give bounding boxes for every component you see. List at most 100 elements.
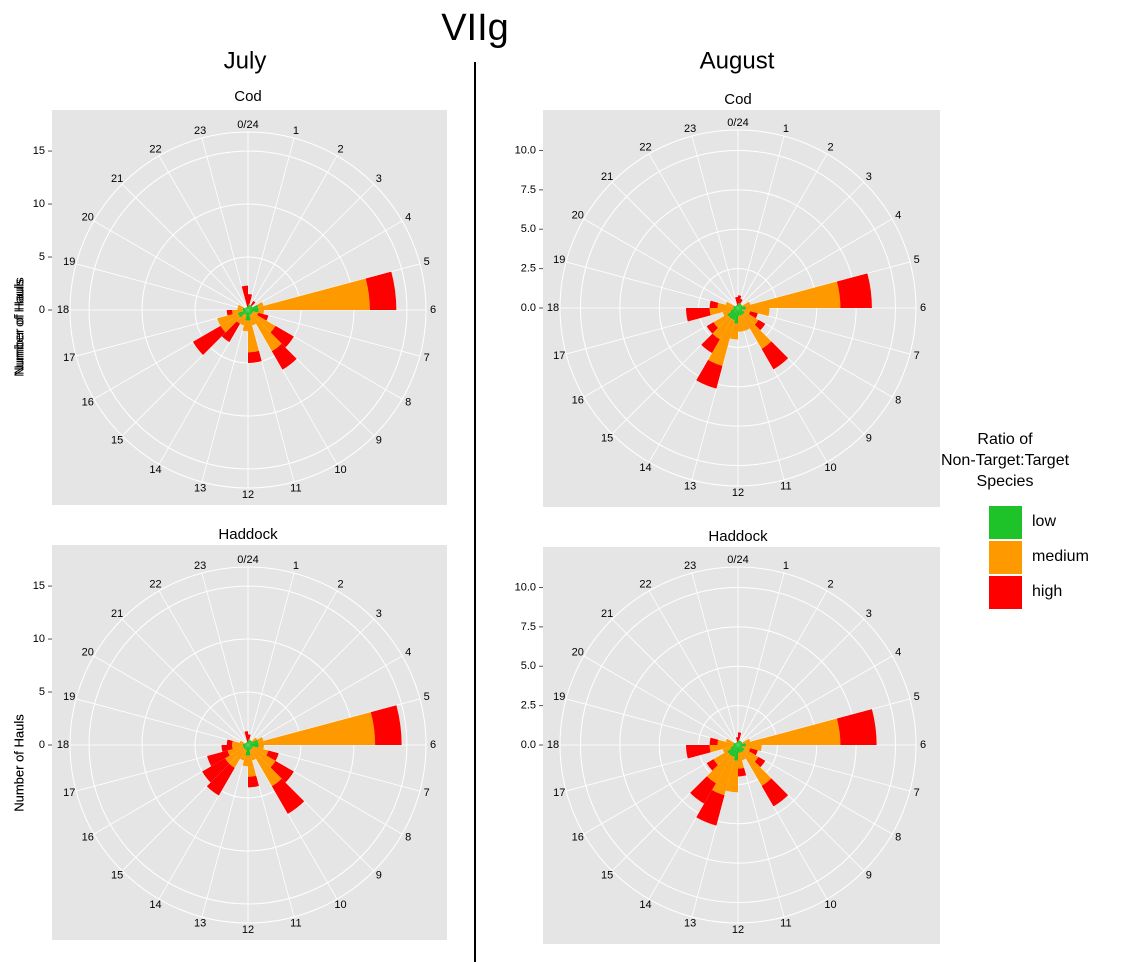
bar-segment (248, 745, 259, 748)
bar-segment (251, 312, 276, 333)
hour-label: 6 (430, 739, 436, 751)
bar-segment (738, 308, 742, 316)
bar-segment (745, 745, 762, 752)
bar-segment (729, 308, 738, 319)
hour-label: 14 (639, 899, 651, 911)
bar-segment (237, 310, 248, 316)
bar-segment (270, 325, 294, 348)
bar-segment (706, 759, 718, 771)
hour-label: 16 (572, 394, 584, 406)
hour-label: 10 (334, 464, 346, 476)
bar-segment (245, 310, 248, 321)
y-tick-label: 10.0 (515, 144, 536, 156)
y-tick-label: 15 (33, 580, 45, 592)
hour-label: 3 (866, 171, 872, 183)
hour-label: 19 (63, 256, 75, 268)
hour-label: 8 (405, 396, 411, 408)
hour-label: 18 (57, 304, 69, 316)
bar-segment (248, 745, 251, 751)
bar-segment (743, 311, 759, 325)
hour-label: 22 (639, 579, 651, 591)
hour-label: 14 (639, 462, 651, 474)
bar-segment (248, 755, 257, 777)
bar-segment (708, 318, 735, 366)
bar-segment (738, 304, 743, 308)
spoke (691, 572, 739, 746)
y-tick-label: 5 (39, 251, 45, 263)
bar-segment (713, 751, 730, 766)
bar-segment (226, 310, 233, 316)
hour-label: 11 (290, 918, 301, 930)
y-axis-title: Number of Hauls (11, 279, 26, 377)
bar-segment (730, 745, 738, 749)
bar-segment: low (248, 304, 250, 310)
hour-label: 8 (405, 831, 411, 843)
hour-label: 1 (293, 560, 299, 572)
spoke (737, 572, 785, 746)
bar-segment (730, 308, 738, 312)
spoke (737, 307, 785, 481)
bar-segment (738, 740, 742, 745)
spoke (737, 618, 865, 746)
bar-segment (202, 758, 230, 783)
bar-segment (738, 745, 743, 748)
bar-segment (738, 742, 743, 745)
bar-segment (735, 305, 738, 308)
hour-label: 8 (895, 394, 901, 406)
bar-segment (712, 316, 732, 340)
bar-segment (738, 303, 741, 308)
bar-segment (192, 325, 226, 355)
outer-circle (69, 566, 427, 924)
bar-segment (733, 745, 738, 747)
spoke (93, 220, 249, 311)
bar-segment (245, 742, 248, 745)
bar-segment (248, 350, 262, 363)
hour-label: 18 (547, 739, 559, 751)
spoke (565, 261, 739, 309)
bar-segment (742, 309, 751, 315)
spoke (737, 181, 865, 309)
bar-segment (733, 305, 738, 308)
bar-segment (733, 308, 738, 324)
bar-segment (242, 310, 248, 312)
hour-label: 0/24 (727, 554, 748, 566)
bar-segment (250, 748, 282, 787)
bar-segment (250, 313, 282, 352)
hour-label: 21 (601, 608, 613, 620)
spoke (247, 655, 403, 746)
bar-segment (242, 320, 248, 332)
spoke (247, 155, 338, 311)
bar-segment (725, 301, 734, 307)
bar-segment (713, 314, 730, 329)
spoke (611, 618, 739, 746)
bar-segment (709, 300, 719, 308)
bar-segment (248, 739, 259, 745)
spoke (247, 220, 403, 311)
hour-label: 4 (405, 646, 411, 658)
hour-label: 17 (553, 787, 565, 799)
hour-label: 12 (732, 924, 744, 936)
hour-label: 23 (684, 560, 696, 572)
bar-segment (248, 742, 259, 745)
hour-label: 5 (424, 691, 430, 703)
y-tick-label: 7.5 (521, 184, 536, 196)
bar-segment (237, 304, 244, 309)
hour-label: 1 (783, 123, 789, 135)
bar-segment (738, 305, 743, 308)
bar-segment (257, 302, 264, 308)
bar-segment (248, 307, 259, 310)
legend-title: Species (977, 473, 1034, 490)
bar-segment (248, 310, 251, 316)
spoke (247, 183, 375, 311)
hour-label: 1 (783, 560, 789, 572)
outer-circle (559, 129, 917, 487)
spoke (121, 183, 249, 311)
hour-label: 12 (732, 487, 744, 499)
bar-segment (246, 306, 248, 310)
bar-segment (232, 310, 243, 315)
bar-segment (743, 748, 759, 762)
bar-segment (248, 745, 251, 756)
bar-segment (248, 310, 251, 321)
hour-label: 22 (149, 144, 161, 156)
